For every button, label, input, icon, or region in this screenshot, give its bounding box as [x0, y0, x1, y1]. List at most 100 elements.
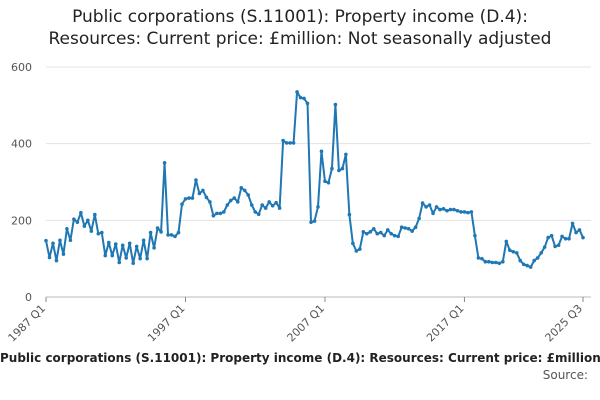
data-point — [68, 238, 73, 243]
data-point — [438, 207, 442, 212]
chart-title-line-1: Public corporations (S.11001): Property … — [72, 7, 528, 27]
data-point — [358, 247, 362, 251]
data-point — [197, 191, 202, 196]
data-point — [159, 230, 163, 234]
data-point — [117, 260, 122, 265]
data-point — [218, 211, 223, 216]
data-point — [371, 226, 376, 231]
data-point — [539, 251, 543, 255]
data-point — [553, 244, 557, 249]
data-point — [305, 101, 310, 106]
y-tick-label-600: 600 — [11, 61, 32, 74]
data-point — [176, 230, 181, 235]
data-point — [385, 228, 390, 232]
data-point — [201, 188, 205, 193]
data-point — [501, 259, 505, 264]
data-point — [521, 262, 526, 267]
data-point — [337, 168, 341, 173]
data-point — [518, 258, 523, 263]
data-point — [434, 205, 439, 209]
data-point — [232, 196, 237, 200]
data-point — [340, 166, 345, 171]
data-point — [309, 220, 313, 225]
data-point — [162, 161, 167, 165]
data-point — [507, 248, 512, 253]
data-point — [89, 229, 94, 233]
data-point — [291, 141, 296, 145]
data-point — [75, 220, 80, 225]
data-point — [560, 234, 564, 239]
data-point — [131, 261, 135, 266]
x-tick-label-0: 1987 Q1 — [6, 302, 49, 345]
data-point — [399, 225, 404, 230]
data-point — [424, 205, 428, 209]
data-point — [403, 226, 407, 230]
data-point — [448, 207, 453, 212]
data-point — [295, 90, 299, 94]
data-point — [274, 200, 278, 205]
data-point — [361, 230, 366, 234]
data-point — [556, 243, 561, 248]
data-point — [281, 138, 285, 143]
data-point — [134, 244, 139, 249]
data-point — [298, 95, 303, 100]
data-point — [319, 149, 324, 154]
data-point — [256, 212, 261, 216]
data-point — [427, 203, 432, 207]
data-point — [483, 259, 488, 264]
data-point — [194, 178, 198, 182]
data-point — [392, 233, 397, 238]
x-tick-label-4: 2025 Q3 — [543, 302, 586, 345]
data-point — [497, 261, 502, 266]
data-point — [93, 212, 97, 217]
data-point — [180, 202, 184, 207]
data-point — [284, 141, 289, 145]
data-point — [166, 233, 170, 237]
data-point — [420, 201, 425, 205]
data-point — [466, 210, 470, 215]
data-point — [577, 228, 582, 232]
data-point — [549, 233, 554, 238]
data-point — [480, 256, 484, 261]
data-point — [406, 226, 411, 231]
data-point — [61, 252, 66, 256]
y-tick-label-400: 400 — [11, 138, 32, 151]
data-point — [106, 240, 111, 245]
data-point — [141, 238, 146, 243]
data-point — [452, 207, 456, 212]
data-point — [225, 203, 230, 207]
data-point — [169, 233, 174, 237]
data-point — [148, 230, 153, 235]
data-point — [54, 258, 59, 263]
data-point — [260, 203, 264, 207]
data-point — [138, 256, 142, 261]
data-point — [441, 207, 446, 211]
data-point — [312, 219, 317, 223]
data-point — [72, 217, 76, 221]
data-point — [563, 236, 568, 241]
data-point — [190, 196, 195, 200]
data-point — [96, 231, 101, 236]
data-point — [535, 256, 540, 260]
data-point — [546, 235, 550, 240]
data-point — [567, 236, 571, 241]
series-line — [45, 90, 584, 269]
data-point — [99, 230, 104, 235]
data-point — [514, 251, 519, 255]
data-point — [365, 231, 369, 236]
data-point — [389, 231, 394, 236]
data-point — [187, 196, 191, 200]
data-point — [58, 238, 62, 243]
data-point — [51, 241, 55, 246]
data-point — [431, 211, 435, 216]
data-point — [239, 185, 244, 190]
data-point — [581, 235, 585, 240]
data-point — [413, 225, 418, 230]
data-point — [127, 241, 132, 246]
data-point — [445, 208, 449, 213]
data-point — [378, 230, 383, 235]
data-point — [124, 256, 128, 260]
chart-title-line-2: Resources: Current price: £million: Not … — [48, 29, 552, 49]
data-point — [528, 265, 533, 269]
